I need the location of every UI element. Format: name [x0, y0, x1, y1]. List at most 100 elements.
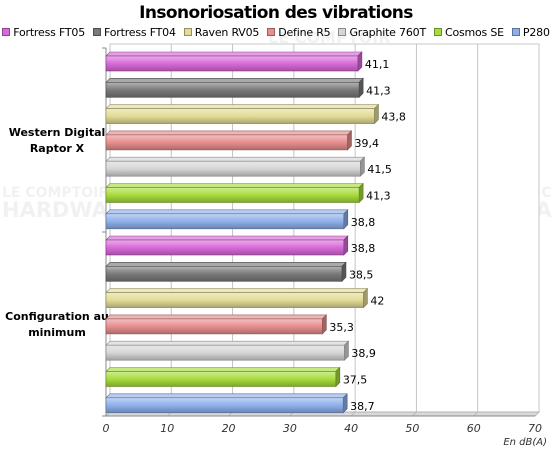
bar-front-face [105, 344, 345, 361]
bar-front-face [105, 397, 344, 414]
legend-label: Graphite 760T [349, 25, 426, 39]
legend-swatch [511, 28, 520, 36]
bar-top-face [105, 261, 347, 267]
bar-top-face [105, 393, 348, 399]
legend-item: Fortress FT05 [2, 26, 85, 39]
gridline-floor [473, 411, 479, 417]
bar-front-face [105, 371, 337, 387]
bar-top-face [105, 130, 353, 136]
bar-value-label: 42 [370, 295, 384, 308]
gridline-floor [534, 411, 540, 417]
bar [105, 51, 363, 72]
bar-top-face [105, 367, 341, 372]
bar-value-label: 41,5 [367, 163, 392, 176]
bar-value-label: 38,9 [351, 347, 376, 360]
x-tick-label: 20 [222, 422, 236, 435]
bar-top-face [105, 78, 364, 83]
legend-label: Define R5 [278, 25, 331, 39]
bar-value-label: 38,5 [349, 268, 374, 281]
bar [105, 156, 366, 177]
bar-top-face [105, 288, 369, 293]
legend-swatch [183, 28, 192, 36]
bar-top-face [105, 156, 366, 162]
legend-swatch [267, 28, 276, 36]
bar [105, 314, 328, 335]
bar-front-face [105, 108, 375, 124]
chart-title: Insonoriosation des vibrations [139, 3, 413, 23]
category-label-line: Western Digital [9, 126, 106, 139]
bar-value-label: 35,3 [329, 321, 354, 334]
bar-value-label: 38,8 [351, 242, 376, 255]
bar-top-face [105, 340, 350, 346]
legend-item: P280 [511, 25, 550, 39]
gridline-floor [412, 411, 417, 417]
x-tick-label: 50 [405, 422, 419, 435]
bar-value-label: 38,7 [350, 400, 375, 413]
x-tick-label: 40 [344, 422, 358, 435]
bar-top-face [105, 235, 349, 241]
bar-value-label: 39,4 [354, 137, 379, 150]
legend: Fortress FT05 Fortress FT04 Raven RV05 Defi… [0, 24, 552, 40]
bar [105, 287, 369, 309]
category-label-line: Raptor X [30, 142, 85, 155]
category-label: Configuration au minimum [5, 310, 109, 339]
bar [105, 103, 380, 125]
bar [105, 261, 347, 283]
legend-swatch [338, 28, 347, 36]
bar [105, 340, 350, 361]
bar [105, 366, 341, 388]
bar [105, 130, 353, 151]
bar [105, 77, 364, 99]
bar-top-face [105, 209, 349, 215]
legend-item: Cosmos SE [433, 25, 504, 39]
bar [105, 393, 348, 414]
bar-front-face [105, 160, 361, 177]
bar-value-label: 41,3 [366, 84, 391, 97]
bar-value-label: 41,1 [365, 58, 390, 71]
legend-item: Raven RV05 [183, 25, 260, 39]
legend-swatch [2, 28, 11, 36]
bar-top-face [105, 51, 363, 57]
bar [105, 182, 364, 204]
bar-front-face [105, 213, 345, 230]
x-tick-label: 30 [283, 422, 297, 435]
bar-top-face [105, 183, 364, 188]
bar-top-face [105, 104, 380, 109]
x-tick-label: 10 [160, 422, 174, 435]
legend-label: Fortress FT04 [104, 25, 176, 39]
legend-label: Raven RV05 [194, 25, 260, 39]
legend-item: Fortress FT04 [93, 26, 176, 39]
gridline-floor [350, 411, 356, 417]
bar-value-label: 37,5 [343, 374, 368, 387]
legend-swatch [93, 28, 101, 36]
bar [105, 209, 349, 230]
bar-front-face [105, 239, 345, 256]
x-tick-label: 60 [467, 422, 481, 435]
x-tick-label: 0 [103, 422, 110, 435]
legend-item: Define R5 [267, 25, 331, 39]
legend-label: Fortress FT05 [13, 25, 85, 39]
category-label: Western Digital Raptor X [9, 126, 106, 155]
bar-value-label: 38,8 [351, 216, 376, 229]
x-axis-label: En dB(A) [503, 437, 547, 448]
bar-front-face [105, 187, 360, 203]
bar-top-face [105, 314, 328, 320]
category-label-line: Configuration au [5, 310, 109, 323]
x-tick-label: 70 [528, 422, 542, 435]
category-label-line: minimum [28, 326, 86, 339]
bar-value-label: 41,3 [366, 190, 391, 203]
bar-value-label: 43,8 [381, 111, 406, 124]
bar-front-face [105, 55, 359, 72]
bar [105, 235, 349, 256]
legend-label: P280 [522, 25, 550, 39]
legend-label: Cosmos SE [444, 25, 504, 39]
bar-front-face [105, 134, 348, 151]
bar-front-face [105, 82, 360, 98]
bar-front-face [105, 292, 364, 308]
bar-front-face [105, 265, 343, 282]
legend-item: Graphite 760T [338, 26, 426, 39]
bar-front-face [105, 318, 323, 335]
legend-swatch [433, 28, 442, 36]
